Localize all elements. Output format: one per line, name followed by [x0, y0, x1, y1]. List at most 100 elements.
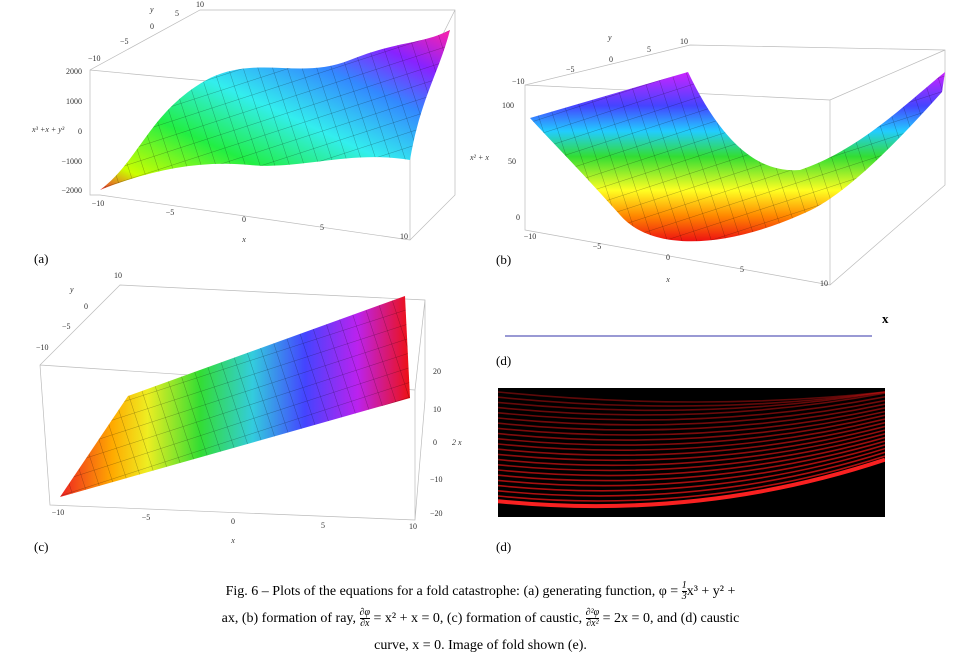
- fringe: [498, 392, 885, 416]
- fringe: [498, 440, 885, 482]
- numerator: ∂²φ: [585, 607, 600, 619]
- surface-mesh: [100, 30, 450, 190]
- z-tick-label: 0: [516, 213, 520, 222]
- fringe: [498, 414, 885, 446]
- y-tick-label: 10: [680, 37, 688, 46]
- x-tick-label: 5: [321, 521, 325, 530]
- fringe: [498, 444, 885, 487]
- fringe: [498, 399, 885, 426]
- fringe: [498, 391, 885, 403]
- panel-label: (a): [34, 251, 48, 266]
- caption-text: = 2x = 0, and (d) caustic: [599, 611, 740, 626]
- y-tick-label: 0: [150, 22, 154, 31]
- z-tick-label: 20: [433, 367, 441, 376]
- numerator: 1: [681, 580, 687, 592]
- y-tick-label: −5: [120, 37, 129, 46]
- y-tick-label: 0: [609, 55, 613, 64]
- fringe: [498, 421, 885, 457]
- x-axis-label: x: [665, 275, 670, 284]
- z-axis-label: x² + x: [469, 153, 489, 162]
- z-tick-label: 50: [508, 157, 516, 166]
- y-tick-label: 0: [84, 302, 88, 311]
- z-tick-label: 100: [502, 101, 514, 110]
- y-tick-label: 10: [196, 0, 204, 9]
- y-axis-label: y: [607, 33, 612, 42]
- z-axis-label: x³ +x + y³: [31, 125, 65, 134]
- panel-label: (d): [496, 539, 511, 554]
- caption-text: ax, (b) formation of ray,: [221, 611, 360, 626]
- x-axis-label: x: [230, 536, 235, 545]
- x-axis-label: x: [882, 311, 889, 326]
- y-tick-label: −10: [36, 343, 49, 352]
- x-tick-label: −10: [524, 232, 537, 241]
- x-tick-label: 0: [231, 517, 235, 526]
- panel-b: y −10 −5 0 5 10 100 50 0 x² + x −10 −5 0…: [469, 33, 946, 288]
- fringe: [498, 391, 885, 407]
- caption-line: Fig. 6 – Plots of the equations for a fo…: [0, 578, 961, 605]
- surface-mesh: [530, 72, 945, 242]
- x-tick-label: −5: [142, 513, 151, 522]
- panel-label: (c): [34, 539, 48, 554]
- x-tick-label: 10: [820, 279, 828, 288]
- caption-line: curve, x = 0. Image of fold shown (e).: [0, 632, 961, 659]
- panel-c: y −10 −5 0 10 20 10 0 −10 −20 2 x −10 −5…: [34, 271, 462, 554]
- x-tick-label: −10: [92, 199, 105, 208]
- fringe: [498, 455, 885, 502]
- y-tick-label: 10: [114, 271, 122, 280]
- panel-a: y −10 −5 0 5 10 2000 1000 0 −1000 −2000 …: [31, 0, 456, 266]
- x-tick-label: 10: [400, 232, 408, 241]
- panel-label: (b): [496, 252, 511, 267]
- y-tick-label: −5: [62, 322, 71, 331]
- z-tick-label: −10: [430, 475, 443, 484]
- caption-text: curve, x = 0. Image of fold shown (e).: [374, 638, 587, 653]
- x-axis-label: x: [241, 235, 246, 244]
- fraction: ∂φ ∂x: [359, 607, 370, 629]
- panel-e: (d): [496, 388, 885, 554]
- caption: Fig. 6 – Plots of the equations for a fo…: [0, 578, 961, 659]
- fringe: [498, 433, 885, 472]
- numerator: ∂φ: [359, 607, 370, 619]
- z-tick-label: −1000: [61, 157, 82, 166]
- x-tick-label: −5: [593, 242, 602, 251]
- fringe: [498, 457, 885, 509]
- caption-text: x³ + y² +: [686, 584, 736, 599]
- caption-text: = x² + x = 0, (c) formation of caustic,: [370, 611, 586, 626]
- fraction: ∂²φ ∂x²: [585, 607, 600, 630]
- caption-line: ax, (b) formation of ray, ∂φ ∂x = x² + x …: [0, 605, 961, 632]
- z-tick-label: 0: [78, 127, 82, 136]
- panel-label: (d): [496, 353, 511, 368]
- z-tick-label: −2000: [61, 186, 82, 195]
- z-axis-label: 2 x: [452, 438, 462, 447]
- x-tick-label: −5: [166, 208, 175, 217]
- fringe: [498, 436, 885, 477]
- y-axis-label: y: [149, 5, 154, 14]
- x-tick-label: 0: [242, 215, 246, 224]
- panel-d: x (d): [496, 311, 889, 368]
- fringe: [498, 418, 885, 451]
- y-axis-label: y: [69, 285, 74, 294]
- y-tick-label: 5: [647, 45, 651, 54]
- fringe: [498, 396, 885, 421]
- y-tick-label: −10: [512, 77, 525, 86]
- fringe: [498, 425, 885, 462]
- denominator: ∂x²: [585, 618, 600, 630]
- fringe: [498, 403, 885, 431]
- fringe: [498, 429, 885, 467]
- x-tick-label: 5: [740, 265, 744, 274]
- fringe: [498, 410, 885, 441]
- z-tick-label: −20: [430, 509, 443, 518]
- fringe: [498, 447, 885, 492]
- y-tick-label: 5: [175, 9, 179, 18]
- fringe: [498, 407, 885, 436]
- fringe: [498, 391, 885, 412]
- fringe: [498, 451, 885, 497]
- caption-text: Fig. 6 – Plots of the equations for a fo…: [225, 584, 682, 599]
- fringes: [498, 391, 885, 509]
- y-tick-label: −10: [88, 54, 101, 63]
- denominator: 3: [681, 591, 687, 603]
- figure: y −10 −5 0 5 10 2000 1000 0 −1000 −2000 …: [31, 0, 946, 554]
- plot-box: [39, 284, 426, 521]
- z-tick-label: 10: [433, 405, 441, 414]
